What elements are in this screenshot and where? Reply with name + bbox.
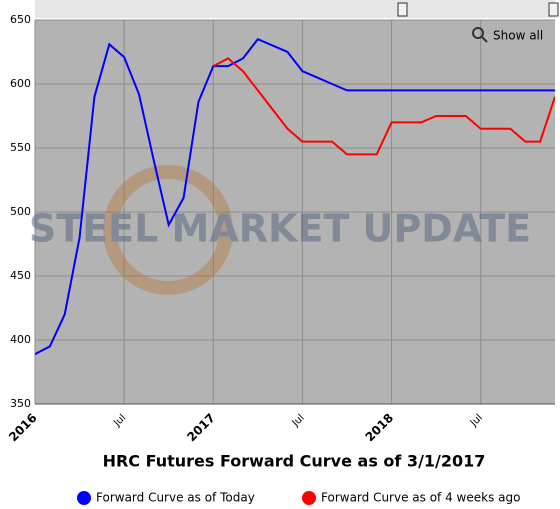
y-tick-label: 550: [10, 141, 31, 154]
x-tick-label: Jul: [468, 412, 485, 429]
navigator-handle[interactable]: [548, 2, 559, 17]
y-tick-label: 400: [10, 333, 31, 346]
legend-label[interactable]: Forward Curve as of 4 weeks ago: [321, 491, 520, 505]
series-line: [212, 57, 555, 156]
series-line: [35, 37, 555, 355]
zoom-icon: [472, 27, 484, 39]
legend-label[interactable]: Forward Curve as of Today: [96, 491, 255, 505]
x-tick-label: 2017: [184, 411, 218, 445]
watermark-text: STEEL MARKET UPDATE: [29, 207, 531, 251]
legend-marker: [302, 491, 316, 505]
x-tick-label: Jul: [290, 412, 307, 429]
chart-title: HRC Futures Forward Curve as of 3/1/2017: [103, 452, 486, 471]
y-tick-label: 450: [10, 269, 31, 282]
watermark-logo: [103, 165, 233, 295]
y-tick-label: 350: [10, 397, 31, 410]
y-tick-label: 500: [10, 205, 31, 218]
x-tick-label: 2018: [363, 411, 397, 445]
zoom-icon: [481, 36, 488, 43]
legend-marker: [77, 491, 91, 505]
y-tick-label: 650: [10, 13, 31, 26]
show-all-button[interactable]: Show all: [472, 27, 543, 43]
x-tick-label: Jul: [111, 412, 128, 429]
navigator: [35, 0, 555, 18]
watermark: STEEL MARKET UPDATE: [29, 165, 531, 295]
legend: Forward Curve as of Today Forward Curve a…: [77, 491, 520, 505]
grid: [34, 19, 555, 405]
x-tick-label: 2016: [6, 411, 40, 445]
series-group: [35, 37, 555, 355]
button-label[interactable]: Show all: [493, 29, 543, 43]
navigator-handle[interactable]: [397, 2, 408, 17]
y-tick-label: 600: [10, 77, 31, 90]
